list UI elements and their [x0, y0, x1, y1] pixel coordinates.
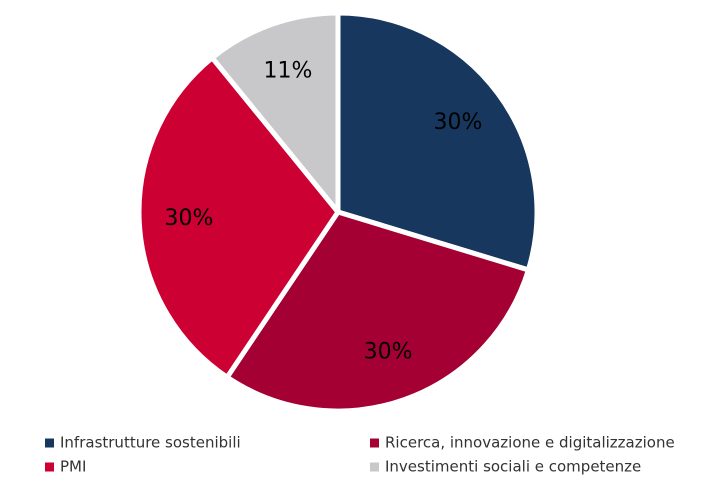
- legend-swatch: [370, 462, 379, 472]
- legend-swatch: [370, 438, 379, 448]
- legend-swatch: [45, 462, 54, 472]
- legend-swatch: [45, 438, 54, 448]
- legend-label: Infrastrutture sostenibili: [60, 434, 241, 452]
- data-label: 30%: [433, 110, 482, 135]
- pie-slice: [136, 55, 341, 380]
- legend-label: Ricerca, innovazione e digitalizzazione: [385, 434, 675, 452]
- legend-label: Investimenti sociali e competenze: [385, 458, 641, 476]
- pie-slice: [209, 10, 341, 215]
- pie-slice: [335, 10, 540, 273]
- data-label: 30%: [164, 206, 213, 231]
- legend-label: PMI: [60, 458, 86, 476]
- pie-slice: [224, 209, 531, 414]
- data-label: 11%: [263, 58, 312, 83]
- data-label: 30%: [364, 340, 413, 365]
